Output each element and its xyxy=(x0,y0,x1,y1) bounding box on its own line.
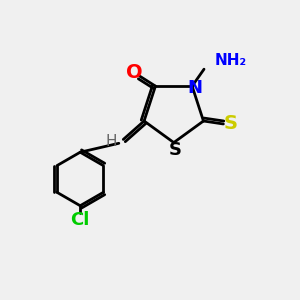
Text: H: H xyxy=(106,134,117,149)
Text: O: O xyxy=(126,63,143,82)
Text: N: N xyxy=(187,79,202,97)
Text: Cl: Cl xyxy=(70,211,90,229)
Text: S: S xyxy=(224,115,238,134)
Text: S: S xyxy=(169,141,182,159)
Text: NH₂: NH₂ xyxy=(215,53,247,68)
